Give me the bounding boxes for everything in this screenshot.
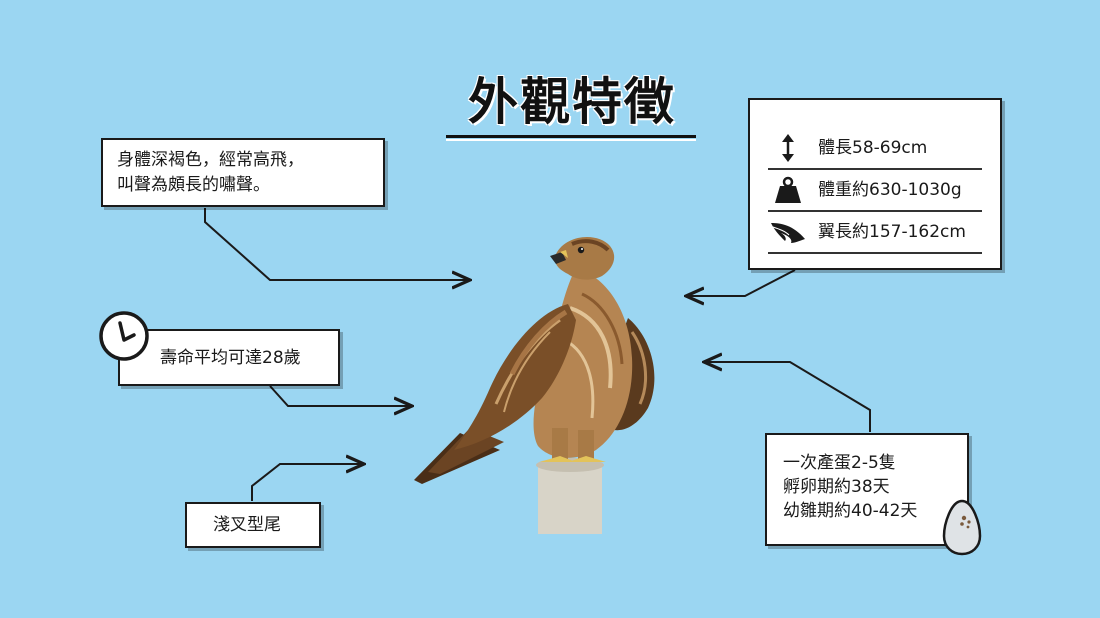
eagle-front-wing: [454, 304, 576, 450]
lifespan-text: 壽命平均可達28歲: [160, 348, 301, 368]
connector-tail: [251, 464, 362, 501]
weight-icon: [768, 175, 808, 205]
title-underline: [446, 135, 696, 141]
eggs-line-2: 孵卵期約38天: [783, 477, 890, 497]
eagle-leg-left: [552, 428, 568, 462]
tail-text: 淺叉型尾: [213, 515, 281, 535]
stat-length-label: 體長58-69cm: [818, 137, 928, 158]
stats-box: 體長58-69cm 體重約630-1030g 翼長約157-162cm: [748, 98, 1002, 270]
eagle-beak: [550, 252, 566, 264]
connector-eggs: [706, 362, 871, 432]
connector-description: [204, 208, 468, 280]
eagle-head: [554, 236, 615, 280]
lifespan-box: 壽命平均可達28歲: [118, 329, 340, 386]
stat-wing-label: 翼長約157-162cm: [818, 221, 966, 242]
post: [538, 464, 602, 534]
stat-row-length: 體長58-69cm: [768, 128, 982, 170]
vertical-arrow-icon: [768, 133, 808, 163]
connector-stats: [688, 269, 796, 296]
eggs-line-1: 一次產蛋2-5隻: [783, 453, 896, 473]
description-line-2: 叫聲為頗長的嘯聲。: [117, 175, 270, 195]
tail-box: 淺叉型尾: [185, 502, 321, 548]
stat-row-weight: 體重約630-1030g: [768, 170, 982, 212]
egg-icon: [942, 499, 982, 556]
eagle-leg-right: [578, 430, 594, 462]
page-title: 外觀特徵: [468, 73, 676, 131]
description-line-1: 身體深褐色，經常高飛，: [117, 150, 304, 170]
eagle-illustration: [414, 236, 655, 534]
wing-icon: [768, 217, 808, 247]
description-box: 身體深褐色，經常高飛， 叫聲為頗長的嘯聲。: [101, 138, 385, 207]
eggs-line-3: 幼雛期約40-42天: [783, 501, 918, 521]
connector-lifespan: [269, 385, 410, 406]
clock-icon: [99, 311, 149, 361]
stat-weight-label: 體重約630-1030g: [818, 179, 962, 200]
stat-row-wing: 翼長約157-162cm: [768, 212, 982, 254]
eggs-box: 一次產蛋2-5隻 孵卵期約38天 幼雛期約40-42天: [765, 433, 969, 546]
